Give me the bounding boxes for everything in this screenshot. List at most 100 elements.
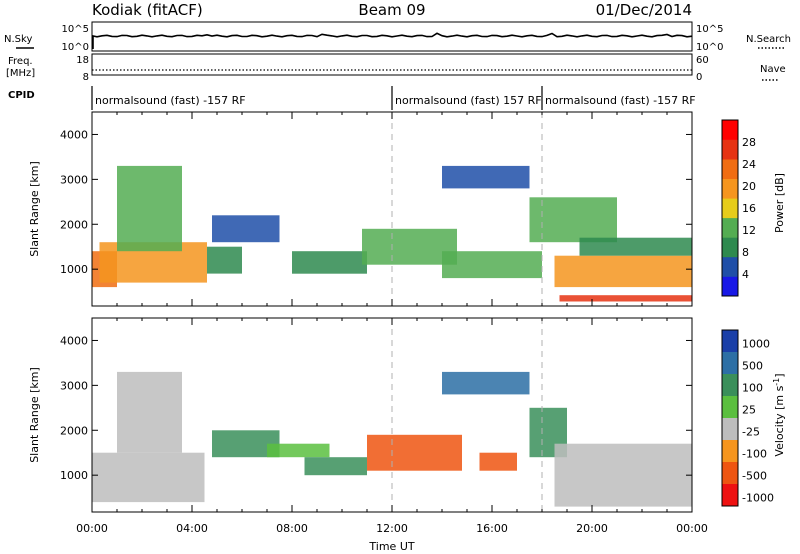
power-colorbar-tick: 8 xyxy=(742,246,749,259)
x-tick-label: 12:00 xyxy=(376,522,408,535)
axes: 1000 2000 3000 4000 1000 2000 3000 4000 00:00 04:… xyxy=(60,112,708,535)
x-tick-label: 20:00 xyxy=(576,522,608,535)
freq-unit-label: [MHz] xyxy=(6,68,35,79)
velocity-colorbar-bin xyxy=(722,484,738,507)
y-tick-label: 1000 xyxy=(60,263,88,276)
velocity-colorbar-tick: -1000 xyxy=(742,492,774,505)
noise-sky-line xyxy=(92,32,693,49)
x-tick-label: 08:00 xyxy=(276,522,308,535)
power-colorbar-tick: 4 xyxy=(742,268,749,281)
power-colorbar-tick: 20 xyxy=(742,180,756,193)
range-cell xyxy=(304,457,367,476)
velocity-colorbar-bin xyxy=(722,462,738,485)
velocity-colorbar-tick: -100 xyxy=(742,448,767,461)
cpid-segment-label: normalsound (fast) 157 RF xyxy=(395,94,542,107)
nave-right-tick-bottom: 0 xyxy=(696,72,702,83)
range-cell xyxy=(442,251,542,279)
power-colorbar-bin xyxy=(722,237,738,258)
y-tick-label: 2000 xyxy=(60,424,88,437)
power-colorbar: 4 8 12 16 20 24 28 xyxy=(721,119,756,297)
velocity-ylabel: Slant Range [km] xyxy=(28,367,41,463)
x-tick-label: 00:00 xyxy=(676,522,708,535)
range-cell xyxy=(529,197,617,243)
freq-label: Freq. xyxy=(8,56,33,67)
range-cell xyxy=(479,452,517,471)
x-tick-label: 00:00 xyxy=(76,522,108,535)
freq-strip-frame xyxy=(91,53,693,76)
power-colorbar-bin xyxy=(722,178,738,199)
nsky-label: N.Sky xyxy=(4,34,32,45)
range-cell xyxy=(212,215,280,243)
range-cell xyxy=(579,237,692,256)
velocity-colorbar-bin xyxy=(722,440,738,463)
velocity-colorbar-bin xyxy=(722,418,738,441)
range-cell xyxy=(207,246,242,274)
velocity-colorbar-tick: 25 xyxy=(742,404,756,417)
cpid-segment-label: normalsound (fast) -157 RF xyxy=(95,94,246,107)
noise-right-tick-bottom: 10^0 xyxy=(696,42,723,53)
noise-left-tick-bottom: 10^0 xyxy=(62,42,89,53)
power-colorbar-bin xyxy=(722,120,738,140)
power-cells xyxy=(92,165,692,302)
range-cell xyxy=(554,255,692,288)
power-colorbar-bin xyxy=(722,256,738,277)
velocity-colorbar-tick: -25 xyxy=(742,426,760,439)
beam-title: Beam 09 xyxy=(358,1,425,19)
range-cell xyxy=(362,228,457,265)
cpid-label: CPID xyxy=(8,90,35,101)
velocity-colorbar: 1000 500 100 25 -25 -100 -500 -1000 xyxy=(721,329,774,507)
cpid-segment-label: normalsound (fast) -157 RF xyxy=(545,94,696,107)
range-cell xyxy=(92,452,205,503)
power-colorbar-label: Power [dB] xyxy=(773,173,786,233)
x-tick-label: 16:00 xyxy=(476,522,508,535)
power-colorbar-tick: 16 xyxy=(742,202,756,215)
power-colorbar-tick: 12 xyxy=(742,224,756,237)
velocity-colorbar-bin xyxy=(722,374,738,397)
y-tick-label: 3000 xyxy=(60,173,88,186)
power-colorbar-bin xyxy=(722,217,738,238)
velocity-colorbar-label: Velocity [m s-1] xyxy=(772,373,787,456)
noise-right-tick-top: 10^5 xyxy=(696,24,723,35)
range-cell xyxy=(292,251,367,274)
xlabel: Time UT xyxy=(368,540,414,553)
velocity-colorbar-bin xyxy=(722,352,738,375)
power-colorbar-bin xyxy=(722,139,738,160)
velocity-colorbar-tick: 1000 xyxy=(742,338,770,351)
y-tick-label: 3000 xyxy=(60,379,88,392)
range-cell xyxy=(117,371,182,453)
nave-right-tick-top: 60 xyxy=(696,55,709,66)
velocity-colorbar-bin xyxy=(722,330,738,353)
power-colorbar-tick: 24 xyxy=(742,158,756,171)
range-cell xyxy=(267,443,330,458)
velocity-cells xyxy=(92,371,692,507)
date-title: 01/Dec/2014 xyxy=(596,1,692,19)
power-colorbar-bin xyxy=(722,159,738,179)
y-tick-label: 4000 xyxy=(60,128,88,141)
nave-label: Nave xyxy=(760,64,786,75)
power-colorbar-bin xyxy=(722,276,738,297)
y-tick-label: 1000 xyxy=(60,469,88,482)
velocity-colorbar-tick: -500 xyxy=(742,470,767,483)
station-title: Kodiak (fitACF) xyxy=(92,1,203,19)
range-cell xyxy=(442,165,530,189)
power-ylabel: Slant Range [km] xyxy=(28,161,41,257)
nsearch-label: N.Search xyxy=(746,34,791,45)
noise-left-tick-top: 10^5 xyxy=(62,24,89,35)
velocity-colorbar-tick: 100 xyxy=(742,382,763,395)
power-colorbar-bin xyxy=(722,198,738,219)
range-cell xyxy=(117,165,182,252)
cpid-strip: normalsound (fast) -157 RF normalsound (f… xyxy=(91,86,696,110)
y-tick-label: 4000 xyxy=(60,334,88,347)
x-tick-label: 04:00 xyxy=(176,522,208,535)
power-colorbar-frame xyxy=(721,119,739,297)
velocity-colorbar-frame xyxy=(721,329,739,507)
range-cell xyxy=(559,295,692,302)
power-colorbar-tick: 28 xyxy=(742,136,756,149)
range-cell xyxy=(442,371,530,395)
range-cell xyxy=(554,443,692,507)
freq-left-tick-top: 18 xyxy=(76,55,89,66)
velocity-colorbar-bin xyxy=(722,396,738,419)
range-cell xyxy=(367,434,462,471)
